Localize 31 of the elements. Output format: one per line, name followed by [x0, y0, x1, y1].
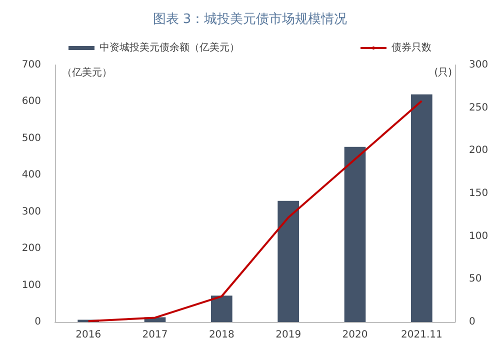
- y-tick-label: 600: [22, 96, 41, 108]
- y-tick-label: 200: [22, 243, 41, 254]
- y-tick-label: 0: [34, 316, 41, 328]
- bar: [344, 146, 366, 322]
- y-tick-label: 500: [22, 132, 41, 144]
- x-tick-label: 2020: [342, 330, 368, 340]
- x-tick-label: 2017: [142, 330, 168, 340]
- chart-title: 图表 3：城投美元债市场规模情况: [152, 11, 348, 27]
- x-tick-label: 2021.11: [400, 330, 442, 340]
- y2-tick-label: 50: [469, 274, 482, 285]
- y-tick-label: 700: [22, 60, 41, 70]
- y-tick-label: 100: [22, 280, 41, 291]
- x-tick-label: 2018: [208, 330, 234, 340]
- y2-tick-label: 250: [469, 102, 488, 114]
- y2-tick-label: 200: [469, 145, 488, 156]
- y-tick-label: 300: [22, 206, 41, 218]
- y-tick-label: 400: [22, 170, 41, 181]
- line-series: [87, 100, 423, 322]
- legend-label: 债券只数: [392, 42, 432, 54]
- y2-tick-label: 100: [469, 230, 488, 242]
- legend-label: 中资城投美元债余额（亿美元）: [100, 42, 240, 54]
- y2-axis-title: (只): [434, 68, 452, 78]
- y2-tick-label: 300: [469, 60, 488, 70]
- y-axis-title: （亿美元）: [62, 66, 112, 78]
- bar: [411, 94, 432, 322]
- y2-tick-label: 0: [469, 316, 476, 328]
- bar: [211, 296, 232, 322]
- x-tick-label: 2019: [276, 330, 302, 340]
- y2-tick-label: 150: [469, 188, 488, 199]
- bar: [278, 200, 299, 322]
- x-tick-label: 2016: [76, 330, 102, 340]
